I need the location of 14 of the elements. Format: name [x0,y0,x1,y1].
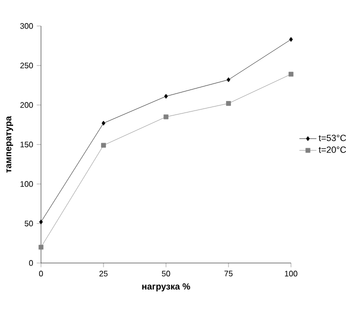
point [101,142,106,148]
point [289,37,293,42]
point [102,120,106,126]
point [39,220,43,224]
x-axis-title: нагрузка % [142,283,190,292]
point [226,77,230,82]
point [164,94,168,99]
point [288,72,294,77]
point [164,114,168,120]
y-axis-title: тампература [6,116,14,173]
legend-label: t=53°C [318,134,346,142]
legend-label: t=20°C [318,146,346,153]
point [38,244,44,250]
point [226,101,231,106]
